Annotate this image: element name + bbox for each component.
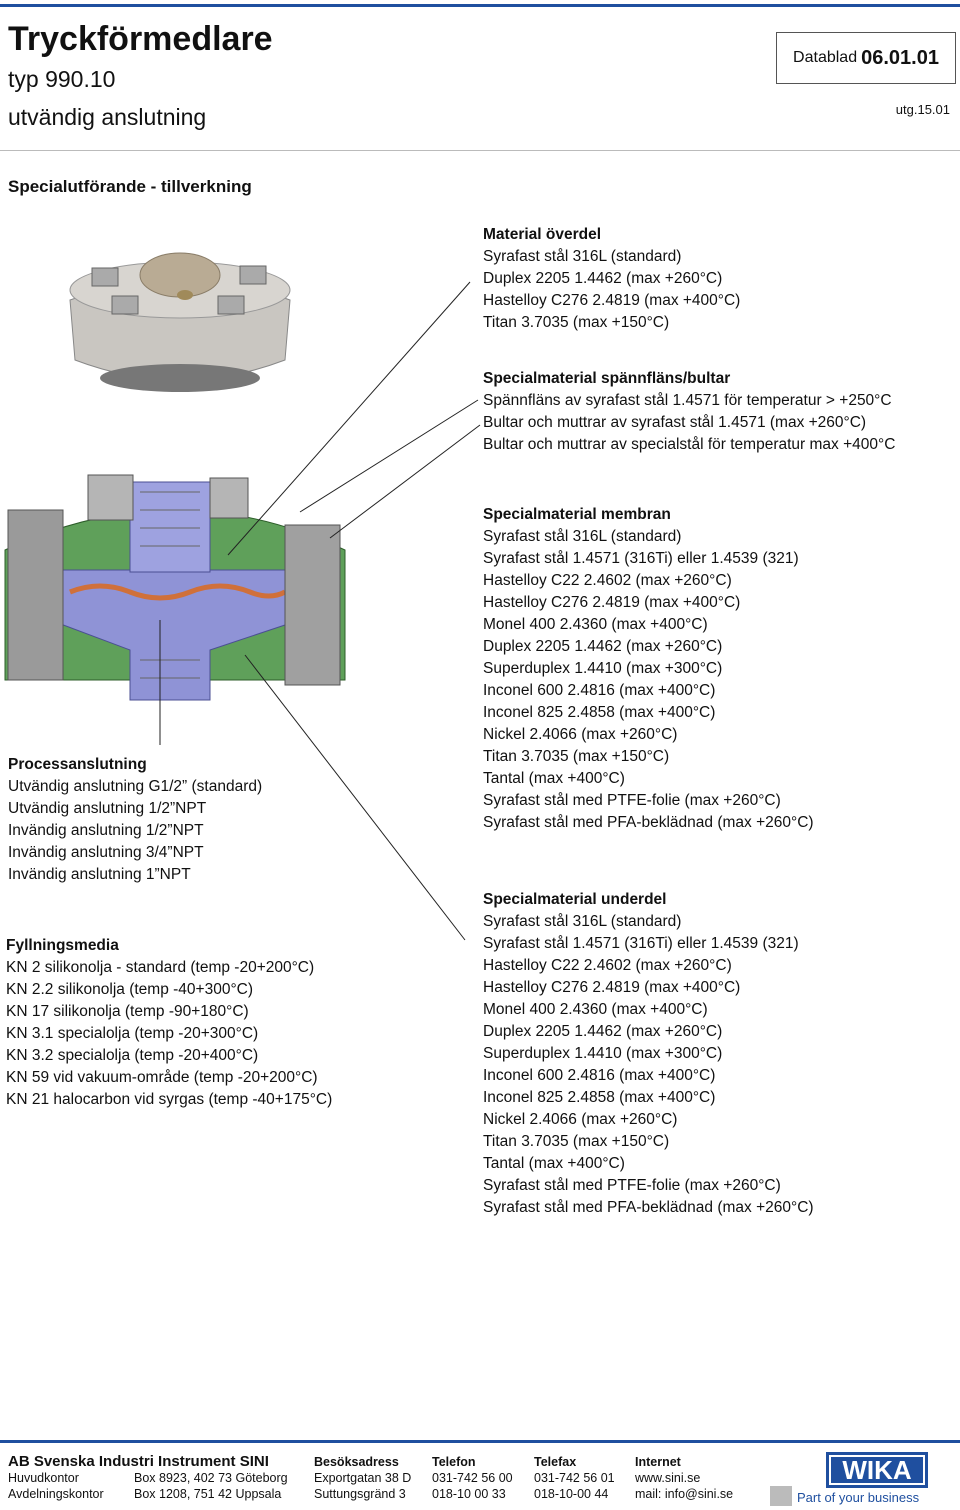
block-item: Inconel 600 2.4816 (max +400°C) [483,682,716,699]
block-item: Inconel 600 2.4816 (max +400°C) [483,1067,716,1084]
subtitle: utvändig anslutning [8,104,207,130]
block-item: KN 3.1 specialolja (temp -20+300°C) [6,1025,259,1042]
leader-lines [159,281,481,941]
block-item: Inconel 825 2.4858 (max +400°C) [483,704,716,721]
block-item: Nickel 2.4066 (max +260°C) [483,1111,678,1128]
company: AB Svenska Industri Instrument SINI [8,1453,269,1470]
block-item: Hastelloy C22 2.4602 (max +260°C) [483,572,732,589]
lower-part: Specialmaterial underdel Syrafast stål 31… [483,889,814,1219]
block-heading: Specialmaterial spännfläns/bultar [483,370,731,387]
block-item: KN 17 silikonolja (temp -90+180°C) [6,1003,249,1020]
block-item: Syrafast stål med PFA-beklädnad (max +26… [483,814,814,831]
block-item: Titan 3.7035 (max +150°C) [483,314,670,331]
membrane: Specialmaterial membran Syrafast stål 316… [483,504,814,834]
block-item: Syrafast stål 1.4571 (316Ti) eller 1.453… [483,550,799,567]
footer-cell: www.sini.se [635,1471,701,1485]
footer-cell: Box 8923, 402 73 Göteborg [134,1471,288,1485]
block-item: KN 59 vid vakuum-område (temp -20+200°C) [6,1069,318,1086]
block-item: Inconel 825 2.4858 (max +400°C) [483,1089,716,1106]
block-item: Syrafast stål med PTFE-folie (max +260°C… [483,1177,781,1194]
datasheet-number: 06.01.01 [861,46,939,69]
datasheet-box: Datablad 06.01.01 [776,32,956,84]
block-item: Titan 3.7035 (max +150°C) [483,1133,670,1150]
footer-cell: Avdelningskontor [8,1487,104,1501]
section-title: Specialutförande - tillverkning [8,177,252,196]
block-item: Bultar och muttrar av syrafast stål 1.45… [483,414,867,431]
block-item: Hastelloy C276 2.4819 (max +400°C) [483,292,741,309]
block-item: Syrafast stål med PTFE-folie (max +260°C… [483,792,781,809]
block-heading: Material överdel [483,226,602,243]
logo-mark [770,1486,792,1506]
block-heading: Specialmaterial underdel [483,891,667,908]
footer-cell: 031-742 56 00 [432,1471,513,1485]
footer-heading: Besöksadress [314,1455,399,1469]
edition: utg.15.01 [895,102,950,117]
block-item: Tantal (max +400°C) [483,770,625,787]
block-heading: Specialmaterial membran [483,506,671,523]
block-item: Monel 400 2.4360 (max +400°C) [483,616,708,633]
material-top: Material överdel Syrafast stål 316L (stan… [483,224,740,334]
illustrations [4,252,481,941]
block-heading: Fyllningsmedia [6,937,119,954]
block-item: Utvändig anslutning 1/2”NPT [8,800,207,817]
block-item: Titan 3.7035 (max +150°C) [483,748,670,765]
block-item: Utvändig anslutning G1/2” (standard) [8,778,263,795]
block-item: Bultar och muttrar av specialstål för te… [483,436,896,453]
datasheet-label: Datablad [793,49,858,66]
block-item: KN 2.2 silikonolja (temp -40+300°C) [6,981,253,998]
footer-rule [0,1440,960,1443]
process-connection: Processanslutning Utvändig anslutning G1/… [8,754,262,886]
block-item: Duplex 2205 1.4462 (max +260°C) [483,1023,723,1040]
tagline: Part of your business [797,1490,920,1505]
fill-media: Fyllningsmedia KN 2 silikonolja - standar… [6,935,332,1111]
top-rule [0,4,960,7]
block-item: Hastelloy C22 2.4602 (max +260°C) [483,957,732,974]
block-item: Syrafast stål 316L (standard) [483,528,682,545]
block-item: Spännfläns av syrafast stål 1.4571 för t… [483,392,892,409]
footer-cell: Box 1208, 751 42 Uppsala [134,1487,282,1501]
block-item: Hastelloy C276 2.4819 (max +400°C) [483,979,741,996]
footer-heading: Telefax [534,1455,577,1469]
subtitle: typ 990.10 [8,66,116,92]
footer-heading: Telefon [432,1455,476,1469]
title: Tryckförmedlare [8,20,273,58]
block-item: Superduplex 1.4410 (max +300°C) [483,660,723,677]
block-item: Monel 400 2.4360 (max +400°C) [483,1001,708,1018]
footer-heading: Internet [635,1455,681,1469]
clamp: Specialmaterial spännfläns/bultar Spännfl… [483,368,895,456]
footer-cell: Huvudkontor [8,1471,79,1485]
block-item: Invändig anslutning 1/2”NPT [8,822,204,839]
footer-cell: Suttungsgränd 3 [314,1487,406,1501]
block-item: KN 21 halocarbon vid syrgas (temp -40+17… [6,1091,333,1108]
block-item: Hastelloy C276 2.4819 (max +400°C) [483,594,741,611]
block-item: Invändig anslutning 1”NPT [8,866,191,883]
block-item: KN 3.2 specialolja (temp -20+400°C) [6,1047,259,1064]
footer-cell: 031-742 56 01 [534,1471,615,1485]
footer-cell: 018-10 00 33 [432,1487,506,1501]
block-item: Superduplex 1.4410 (max +300°C) [483,1045,723,1062]
block-item: Syrafast stål med PFA-beklädnad (max +26… [483,1199,814,1216]
footer-cell: mail: info@sini.se [635,1487,734,1501]
footer-cell: 018-10-00 44 [534,1487,609,1501]
block-item: Syrafast stål 1.4571 (316Ti) eller 1.453… [483,935,799,952]
block-item: Duplex 2205 1.4462 (max +260°C) [483,270,723,287]
block-item: KN 2 silikonolja - standard (temp -20+20… [6,959,315,976]
block-heading: Processanslutning [8,756,147,773]
block-item: Duplex 2205 1.4462 (max +260°C) [483,638,723,655]
header-rule [0,150,960,151]
block-item: Invändig anslutning 3/4”NPT [8,844,204,861]
block-item: Tantal (max +400°C) [483,1155,625,1172]
block-item: Nickel 2.4066 (max +260°C) [483,726,678,743]
cross-section [4,474,346,701]
footer-cell: Exportgatan 38 D [314,1471,412,1485]
block-item: Syrafast stål 316L (standard) [483,248,682,265]
block-item: Syrafast stål 316L (standard) [483,913,682,930]
logo: WIKA [826,1452,928,1488]
flange-photo [69,252,291,392]
